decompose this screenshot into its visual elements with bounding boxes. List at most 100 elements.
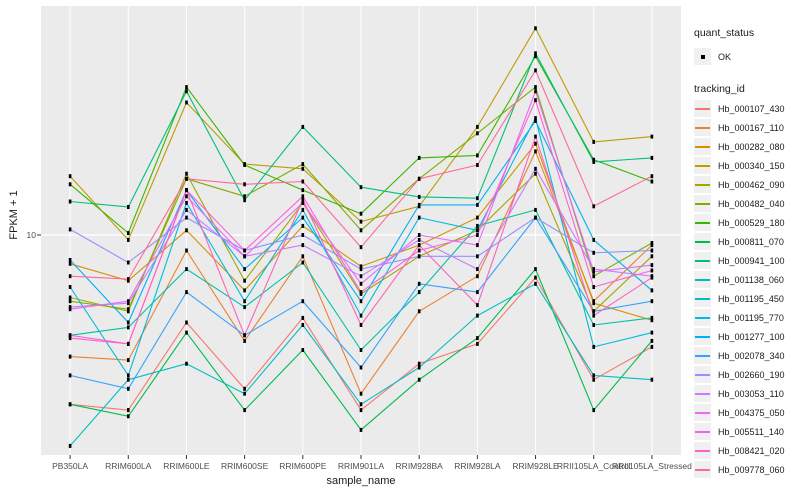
data-point xyxy=(476,290,479,295)
data-point xyxy=(301,124,305,129)
data-point xyxy=(243,248,246,253)
data-point xyxy=(127,341,130,346)
data-point xyxy=(301,315,305,320)
legend-item-Hb_008421_020: Hb_008421_020 xyxy=(694,441,800,460)
data-point xyxy=(592,267,595,272)
data-point xyxy=(534,166,537,171)
data-point xyxy=(243,333,246,338)
data-point xyxy=(592,285,595,289)
data-point xyxy=(650,330,654,335)
data-point xyxy=(417,237,421,242)
data-point xyxy=(127,237,130,242)
data-point xyxy=(68,354,72,359)
data-point xyxy=(592,309,595,314)
data-point xyxy=(592,408,595,413)
data-point xyxy=(359,427,363,432)
x-tick-label: RRIM928BA xyxy=(395,461,443,471)
data-point xyxy=(534,116,537,121)
data-point xyxy=(476,202,479,207)
data-point xyxy=(359,365,363,370)
data-point xyxy=(534,141,537,146)
legend-item-Hb_000811_070: Hb_000811_070 xyxy=(694,232,800,251)
legend-item-label: Hb_001277_100 xyxy=(718,331,785,342)
data-point xyxy=(185,188,188,193)
data-point xyxy=(68,299,72,304)
data-point xyxy=(68,402,72,407)
data-point xyxy=(301,260,305,265)
legend-item-label: Hb_009778_060 xyxy=(718,464,785,475)
data-point xyxy=(68,305,72,310)
data-point xyxy=(592,373,595,378)
data-point xyxy=(534,207,537,212)
data-point xyxy=(359,264,363,269)
data-point xyxy=(185,89,188,94)
data-point xyxy=(243,182,246,187)
legend-key-line xyxy=(694,328,711,345)
legend-item-label: Hb_000941_100 xyxy=(718,255,785,266)
data-point xyxy=(650,179,654,184)
data-point xyxy=(127,307,130,312)
data-point xyxy=(127,299,130,304)
legend-key-line xyxy=(694,404,711,421)
legend-item-label: Hb_004375_050 xyxy=(718,407,785,418)
data-point xyxy=(534,149,537,154)
data-point xyxy=(476,215,479,220)
data-point xyxy=(417,248,421,253)
data-point xyxy=(68,307,72,312)
data-point xyxy=(592,313,595,318)
data-point xyxy=(534,68,537,73)
data-point xyxy=(359,281,363,286)
legend-item-label: Hb_001195_450 xyxy=(718,293,784,304)
data-point xyxy=(650,134,654,139)
legend-key-line xyxy=(694,157,711,174)
data-point xyxy=(243,408,246,413)
data-point xyxy=(185,361,188,366)
x-tick-label: RRIM928LE xyxy=(512,461,559,471)
legend-item-Hb_000462_090: Hb_000462_090 xyxy=(694,175,800,194)
data-point xyxy=(243,299,246,304)
legend-key-line xyxy=(694,252,711,269)
data-point xyxy=(127,260,130,265)
data-point xyxy=(534,118,537,123)
legend-item-label: Hb_005511_140 xyxy=(718,426,784,437)
legend-item-Hb_002078_340: Hb_002078_340 xyxy=(694,346,800,365)
data-point xyxy=(301,179,305,184)
legend-item-label: OK xyxy=(718,51,732,62)
legend-item-Hb_004375_050: Hb_004375_050 xyxy=(694,403,800,422)
legend-item-ok: OK xyxy=(694,47,800,66)
legend-item-Hb_000529_180: Hb_000529_180 xyxy=(694,213,800,232)
data-point xyxy=(301,299,305,304)
x-tick-label: RRIM901LA xyxy=(337,461,385,471)
data-point xyxy=(185,248,188,253)
data-point xyxy=(185,176,188,181)
data-point xyxy=(650,243,654,248)
data-point xyxy=(301,162,305,167)
data-point xyxy=(417,361,421,366)
data-point xyxy=(592,159,595,164)
data-point xyxy=(592,204,595,209)
data-point xyxy=(301,215,305,220)
legend-item-Hb_009778_060: Hb_009778_060 xyxy=(694,460,800,479)
data-point xyxy=(476,341,479,346)
legend-item-Hb_000107_430: Hb_000107_430 xyxy=(694,99,800,118)
data-point xyxy=(417,202,421,207)
legend-item-label: Hb_003053_110 xyxy=(718,388,784,399)
data-point xyxy=(127,325,130,330)
data-point xyxy=(417,377,421,382)
legend-item-label: Hb_002078_340 xyxy=(718,350,785,361)
data-point xyxy=(127,320,130,325)
legend-key-line xyxy=(694,195,711,212)
data-point xyxy=(650,174,654,179)
data-point xyxy=(127,231,130,236)
legend: quant_status OK tracking_id Hb_000107_43… xyxy=(694,0,800,479)
legend-item-label: Hb_001195_770 xyxy=(718,312,784,323)
data-point xyxy=(243,163,246,167)
quant-status-legend-title: quant_status xyxy=(694,27,755,39)
data-point xyxy=(592,157,595,162)
data-point xyxy=(243,254,246,259)
legend-item-label: Hb_000107_430 xyxy=(718,103,785,114)
data-point xyxy=(417,176,421,181)
x-tick-label: RRII105LA_Stressed xyxy=(611,461,692,471)
x-tick-label: RRIM928LA xyxy=(454,461,501,471)
